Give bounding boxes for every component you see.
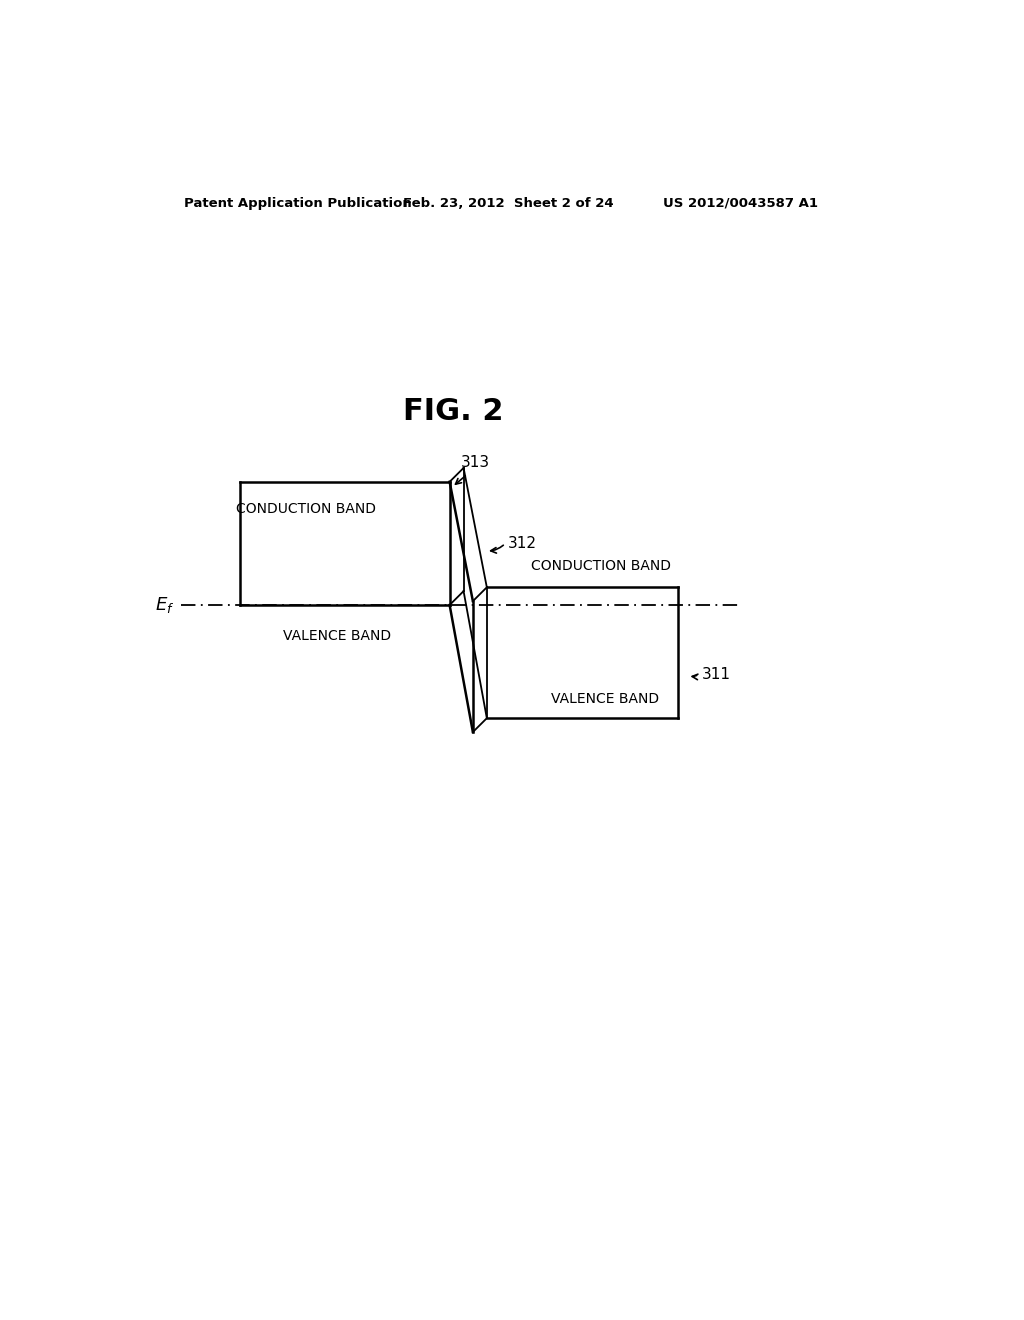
Text: CONDUCTION BAND: CONDUCTION BAND	[530, 560, 671, 573]
Text: Feb. 23, 2012  Sheet 2 of 24: Feb. 23, 2012 Sheet 2 of 24	[403, 197, 613, 210]
Text: 312: 312	[508, 536, 537, 550]
Text: $E_f$: $E_f$	[155, 595, 174, 615]
Text: VALENCE BAND: VALENCE BAND	[551, 692, 658, 706]
Text: 311: 311	[701, 667, 730, 682]
Text: FIG. 2: FIG. 2	[403, 397, 504, 426]
Text: 313: 313	[461, 455, 490, 470]
Text: US 2012/0043587 A1: US 2012/0043587 A1	[663, 197, 818, 210]
Text: CONDUCTION BAND: CONDUCTION BAND	[237, 502, 376, 516]
Text: Patent Application Publication: Patent Application Publication	[183, 197, 412, 210]
Text: VALENCE BAND: VALENCE BAND	[284, 628, 391, 643]
